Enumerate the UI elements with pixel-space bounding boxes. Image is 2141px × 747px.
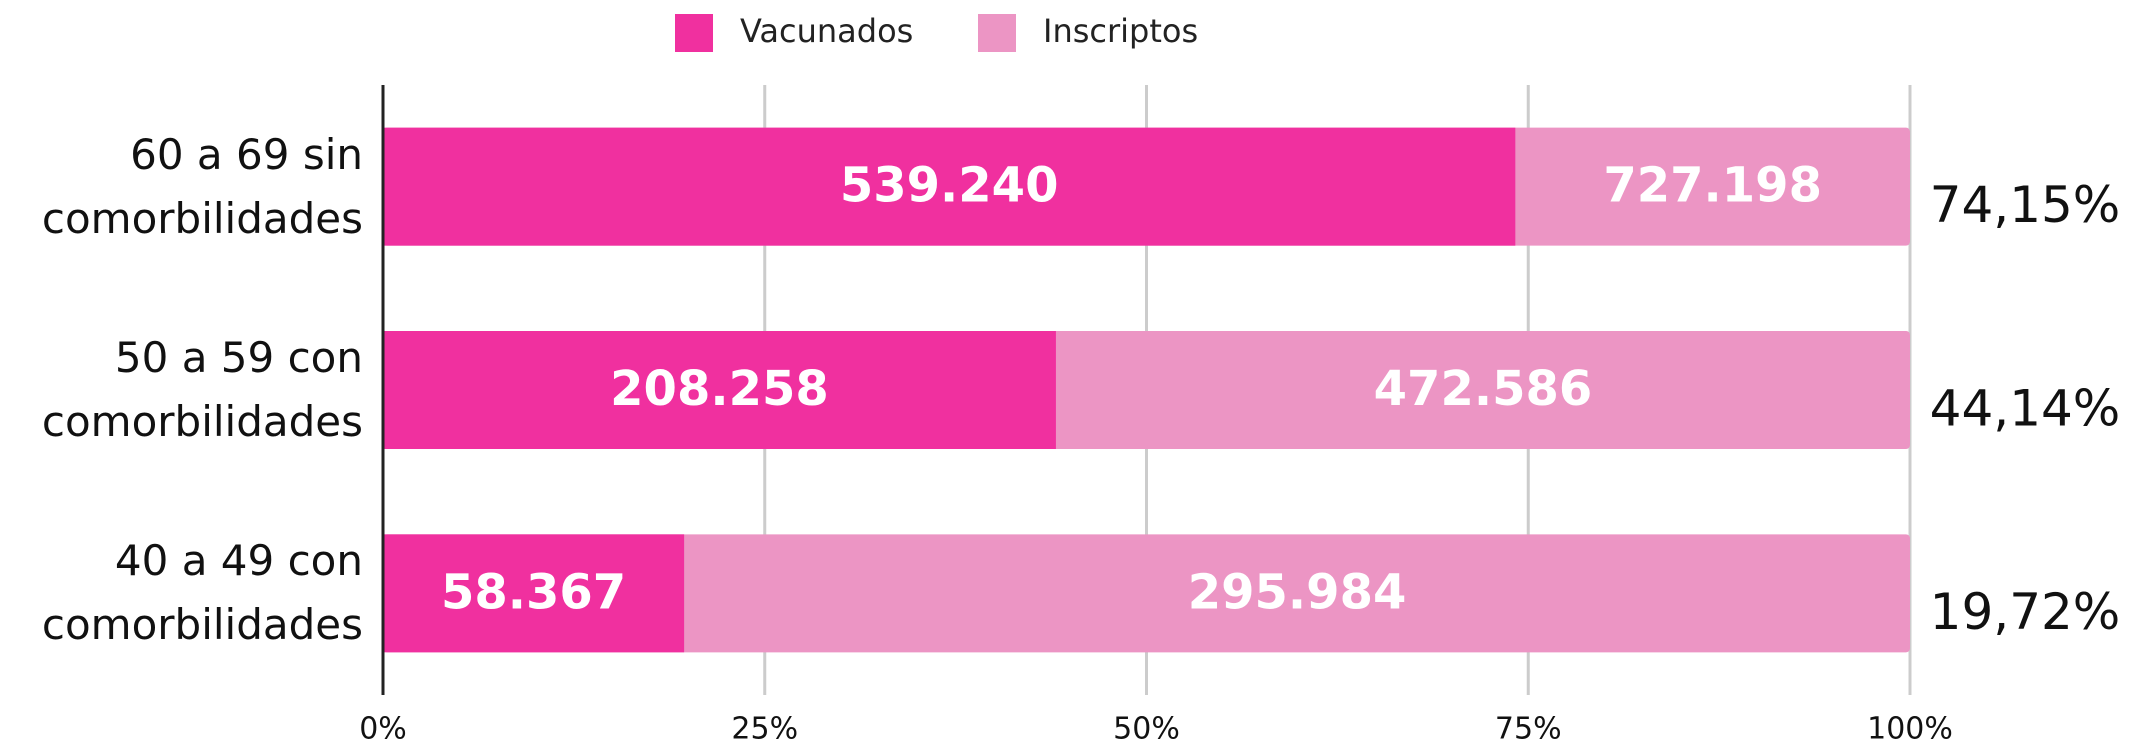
data-label: 58.367 xyxy=(441,564,626,620)
x-tick-label: 75% xyxy=(1495,712,1562,747)
legend-swatch xyxy=(978,14,1016,52)
percentage-label: 44,14% xyxy=(1930,380,2121,438)
x-tick-label: 100% xyxy=(1867,712,1953,747)
data-label: 727.198 xyxy=(1603,158,1822,214)
data-label: 472.586 xyxy=(1374,361,1593,417)
legend-label: Inscriptos xyxy=(1043,12,1198,50)
x-tick-label: 0% xyxy=(359,712,407,747)
percentage-label: 19,72% xyxy=(1930,583,2121,641)
category-label: 60 a 69 sin comorbilidades xyxy=(41,129,363,243)
legend-label: Vacunados xyxy=(740,12,913,50)
bar xyxy=(383,534,1910,653)
data-label: 539.240 xyxy=(840,158,1059,214)
data-label: 295.984 xyxy=(1188,564,1407,620)
category-label: 40 a 49 con comorbilidades xyxy=(41,536,363,650)
category-label: 50 a 59 con comorbilidades xyxy=(41,333,363,446)
x-tick-label: 50% xyxy=(1113,712,1180,747)
bar xyxy=(383,331,1056,449)
percentage-label: 74,15% xyxy=(1930,176,2121,234)
bar xyxy=(383,127,1516,246)
bar xyxy=(383,534,685,653)
x-tick-label: 25% xyxy=(731,712,798,747)
data-label: 208.258 xyxy=(610,361,829,417)
legend-swatch xyxy=(675,14,713,52)
